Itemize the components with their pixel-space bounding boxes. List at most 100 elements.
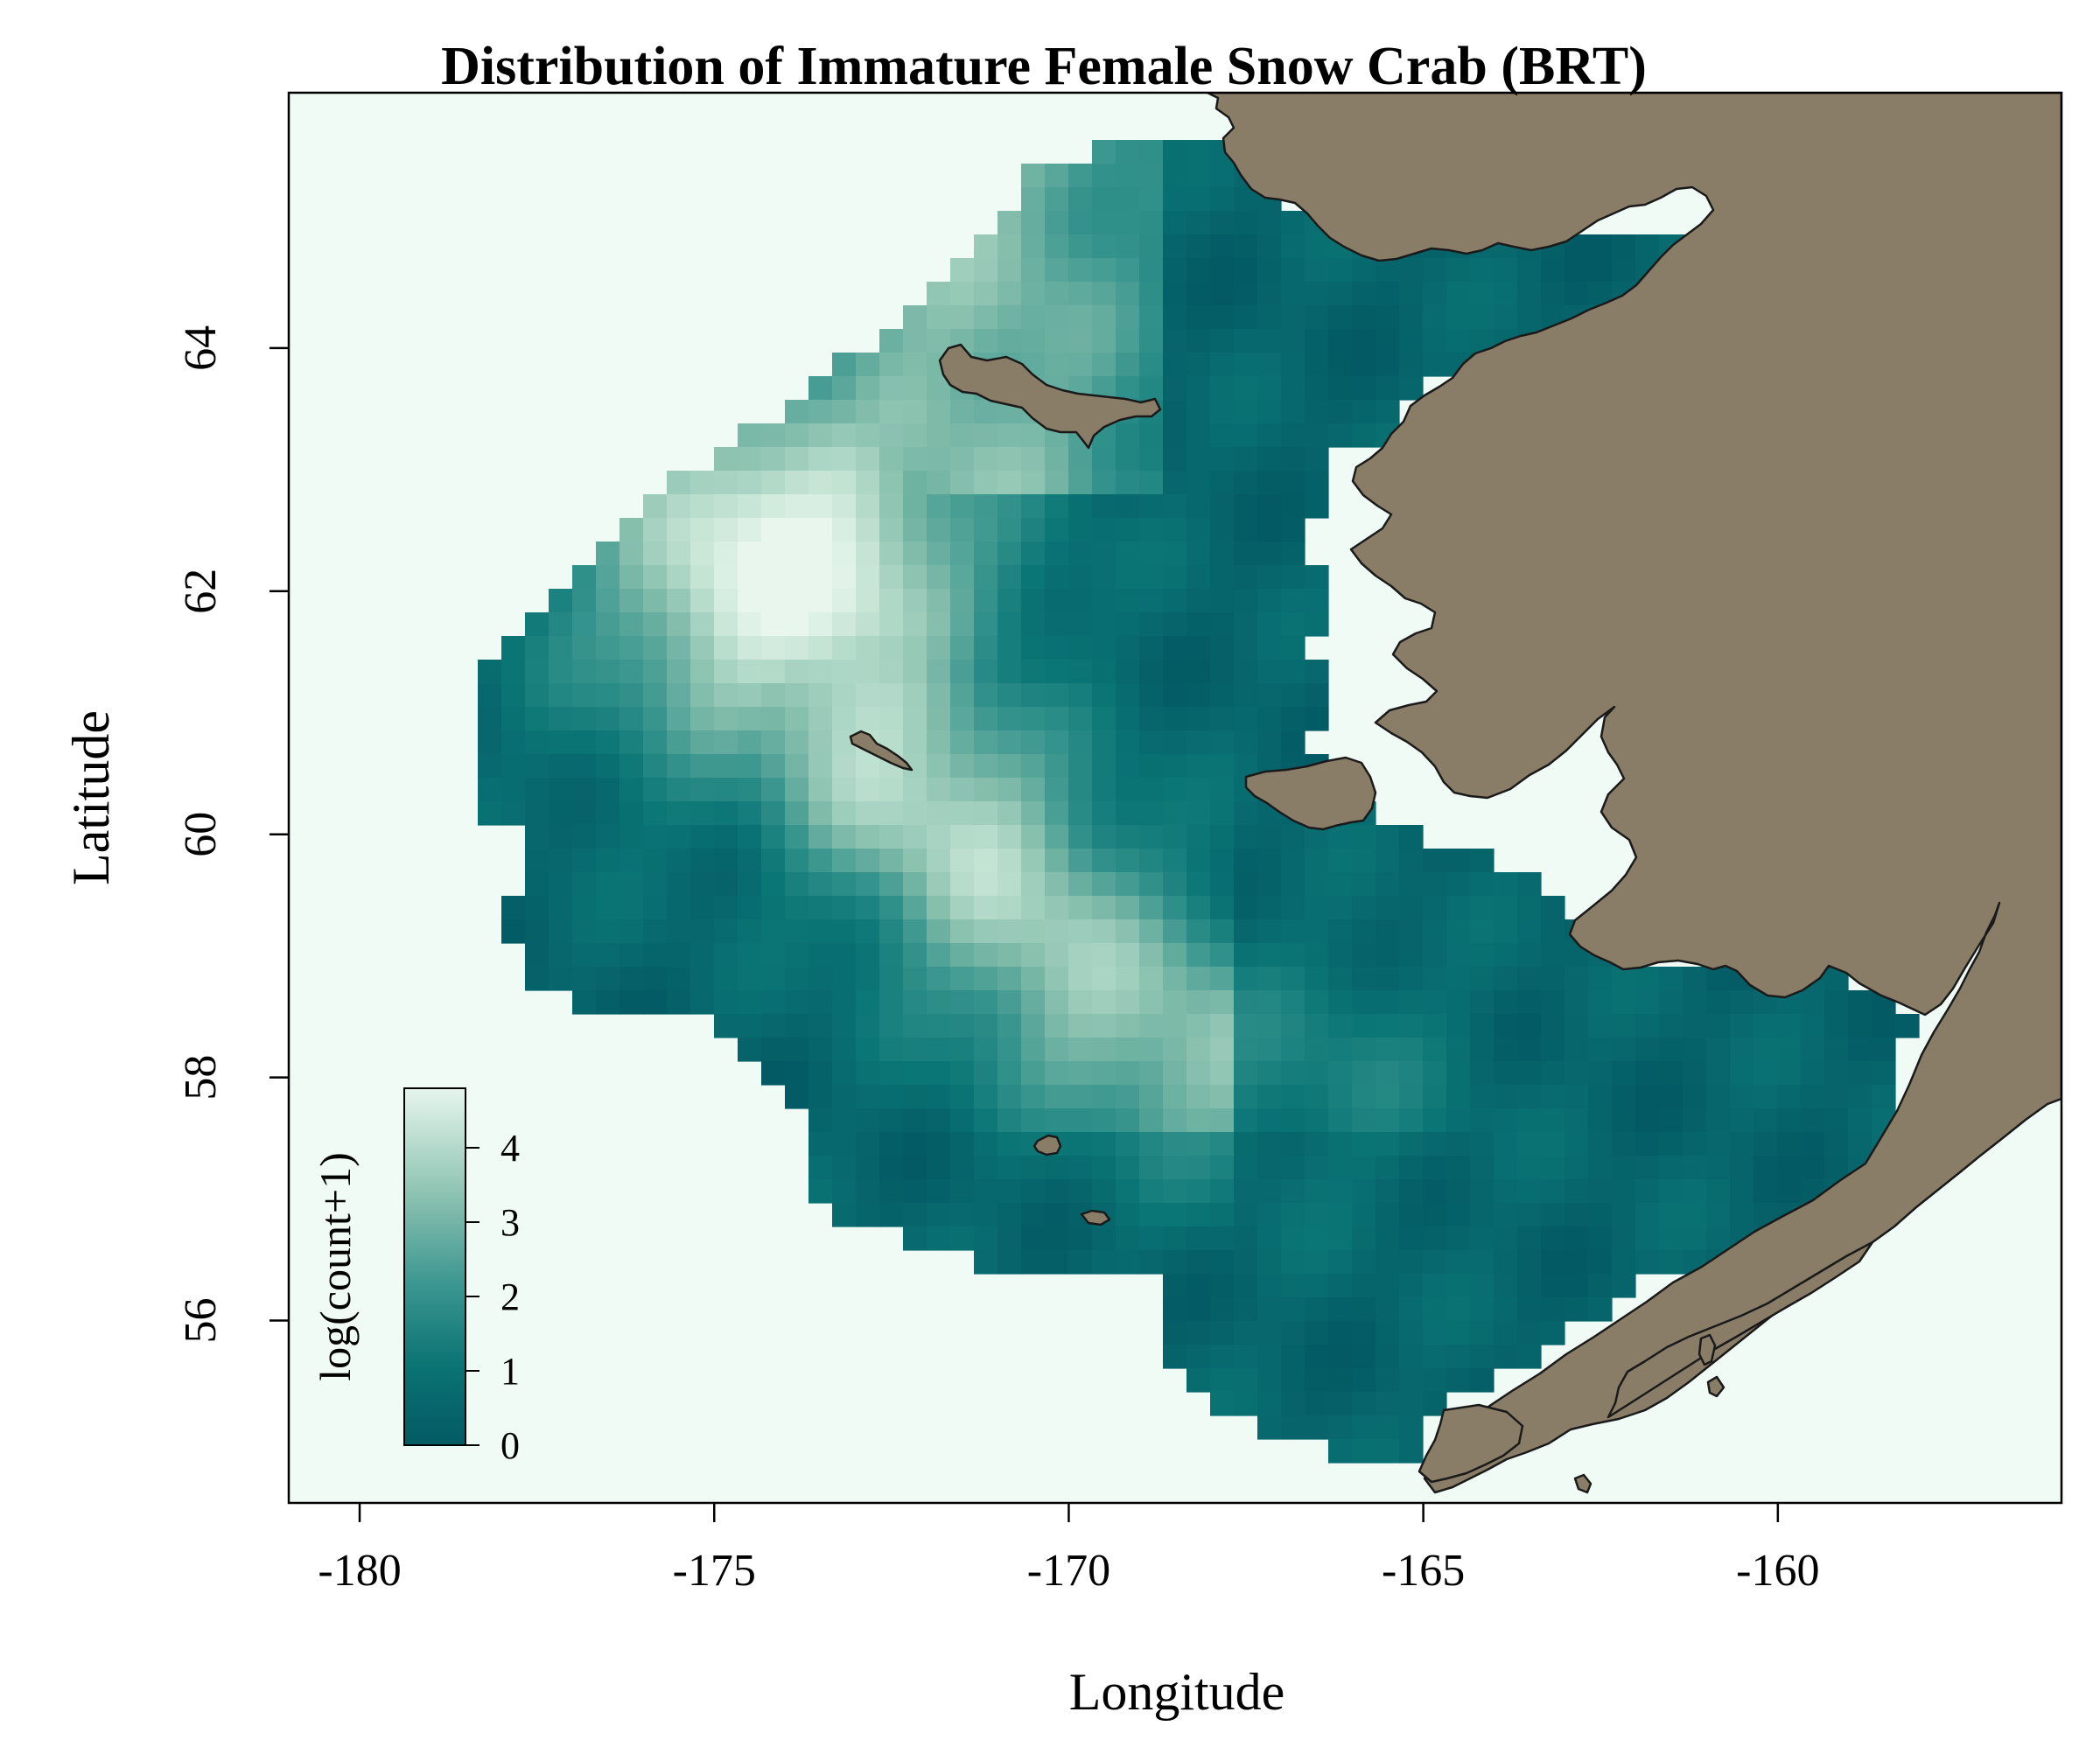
heatmap-cell (1116, 376, 1140, 401)
heatmap-cell (785, 825, 809, 849)
heatmap-cell (1588, 234, 1613, 259)
heatmap-cell (1234, 234, 1258, 259)
heatmap-cell (1281, 872, 1306, 897)
heatmap-cell (927, 1132, 951, 1157)
heatmap-cell (832, 1085, 857, 1109)
heatmap-cell (1683, 1038, 1707, 1062)
heatmap-cell (1116, 494, 1140, 519)
heatmap-cell (1328, 400, 1353, 424)
heatmap-cell (620, 636, 644, 660)
heatmap-cell (1683, 1156, 1707, 1180)
heatmap-cell (1659, 1108, 1684, 1133)
heatmap-cell (1234, 990, 1258, 1015)
heatmap-cell (903, 329, 928, 353)
heatmap-cell (974, 447, 998, 472)
heatmap-cell (1163, 1156, 1187, 1180)
heatmap-cell (1423, 1226, 1447, 1251)
heatmap-cell (1305, 353, 1329, 377)
heatmap-cell (714, 1014, 738, 1038)
heatmap-cell (1045, 187, 1069, 212)
heatmap-cell (1116, 896, 1140, 920)
heatmap-cell (1352, 1061, 1376, 1086)
heatmap-cell (832, 683, 857, 708)
heatmap-cell (856, 943, 880, 968)
heatmap-cell (1257, 1250, 1282, 1275)
heatmap-cell (1210, 1156, 1235, 1180)
heatmap-cell (1210, 919, 1235, 944)
heatmap-cell (1139, 1179, 1164, 1204)
heatmap-cell (1163, 636, 1187, 660)
heatmap-cell (1801, 1108, 1825, 1133)
heatmap-cell (832, 990, 857, 1015)
heatmap-cell (1399, 1345, 1424, 1369)
heatmap-cell (1588, 1226, 1613, 1251)
heatmap-cell (1045, 542, 1069, 566)
heatmap-cell (643, 518, 668, 542)
heatmap-cell (785, 447, 809, 472)
heatmap-cell (1588, 1297, 1613, 1322)
heatmap-cell (1139, 1108, 1164, 1133)
heatmap-cell (1234, 565, 1258, 590)
heatmap-cell (1376, 1038, 1400, 1062)
heatmap-cell (832, 400, 857, 424)
heatmap-cell (1068, 730, 1093, 755)
heatmap-cell (1281, 1132, 1306, 1157)
heatmap-cell (1281, 376, 1306, 401)
heatmap-cell (1328, 1085, 1353, 1109)
heatmap-cell (1045, 1061, 1069, 1086)
heatmap-cell (1021, 730, 1046, 755)
heatmap-cell (1163, 494, 1187, 519)
heatmap-cell (1352, 1368, 1376, 1393)
heatmap-cell (1588, 1061, 1613, 1086)
heatmap-cell (1399, 258, 1424, 283)
heatmap-cell (1092, 849, 1116, 873)
heatmap-cell (1470, 1038, 1494, 1062)
heatmap-cell (1068, 447, 1093, 472)
heatmap-cell (1163, 967, 1187, 991)
heatmap-cell (1470, 1203, 1494, 1227)
heatmap-cell (1612, 258, 1636, 283)
heatmap-cell (1446, 849, 1471, 873)
heatmap-cell (1068, 1132, 1093, 1157)
heatmap-cell (1659, 1061, 1684, 1086)
heatmap-cell (738, 447, 762, 472)
heatmap-cell (1328, 1132, 1353, 1157)
heatmap-cell (1116, 943, 1140, 968)
heatmap-cell (1116, 282, 1140, 306)
heatmap-cell (1564, 1014, 1589, 1038)
heatmap-cell (927, 849, 951, 873)
heatmap-cell (903, 1179, 928, 1204)
heatmap-cell (1139, 1203, 1164, 1227)
heatmap-cell (1234, 211, 1258, 235)
heatmap-cell (1517, 919, 1542, 944)
heatmap-cell (1257, 1321, 1282, 1345)
heatmap-cell (950, 305, 975, 330)
heatmap-cell (1281, 1250, 1306, 1275)
heatmap-cell (1328, 1179, 1353, 1204)
heatmap-cell (1257, 1156, 1282, 1180)
heatmap-cell (1328, 1156, 1353, 1180)
heatmap-cell (1139, 943, 1164, 968)
heatmap-cell (1092, 1108, 1116, 1133)
heatmap-cell (950, 1179, 975, 1204)
heatmap-cell (998, 494, 1022, 519)
heatmap-cell (1446, 1179, 1471, 1204)
heatmap-cell (1210, 542, 1235, 566)
heatmap-cell (1186, 754, 1211, 779)
heatmap-cell (1494, 1156, 1518, 1180)
heatmap-cell (832, 542, 857, 566)
st-matthew-island (849, 730, 914, 772)
heatmap-cell (1446, 1368, 1471, 1393)
heatmap-cell (1281, 849, 1306, 873)
heatmap-cell (643, 542, 668, 566)
heatmap-cell (1305, 1415, 1329, 1440)
heatmap-cell (1423, 943, 1447, 968)
heatmap-cell (1021, 1203, 1046, 1227)
heatmap-cell (1021, 1085, 1046, 1109)
heatmap-cell (1163, 919, 1187, 944)
heatmap-cell (998, 1226, 1022, 1251)
heatmap-cell (974, 683, 998, 708)
heatmap-cell (1659, 1038, 1684, 1062)
heatmap-cell (667, 919, 691, 944)
heatmap-cell (1376, 1061, 1400, 1086)
